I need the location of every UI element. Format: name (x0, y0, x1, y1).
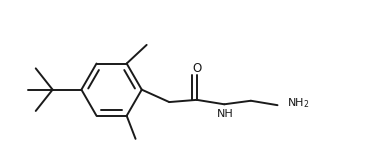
Text: NH: NH (217, 109, 233, 119)
Text: NH$_2$: NH$_2$ (287, 96, 310, 110)
Text: O: O (192, 62, 201, 75)
